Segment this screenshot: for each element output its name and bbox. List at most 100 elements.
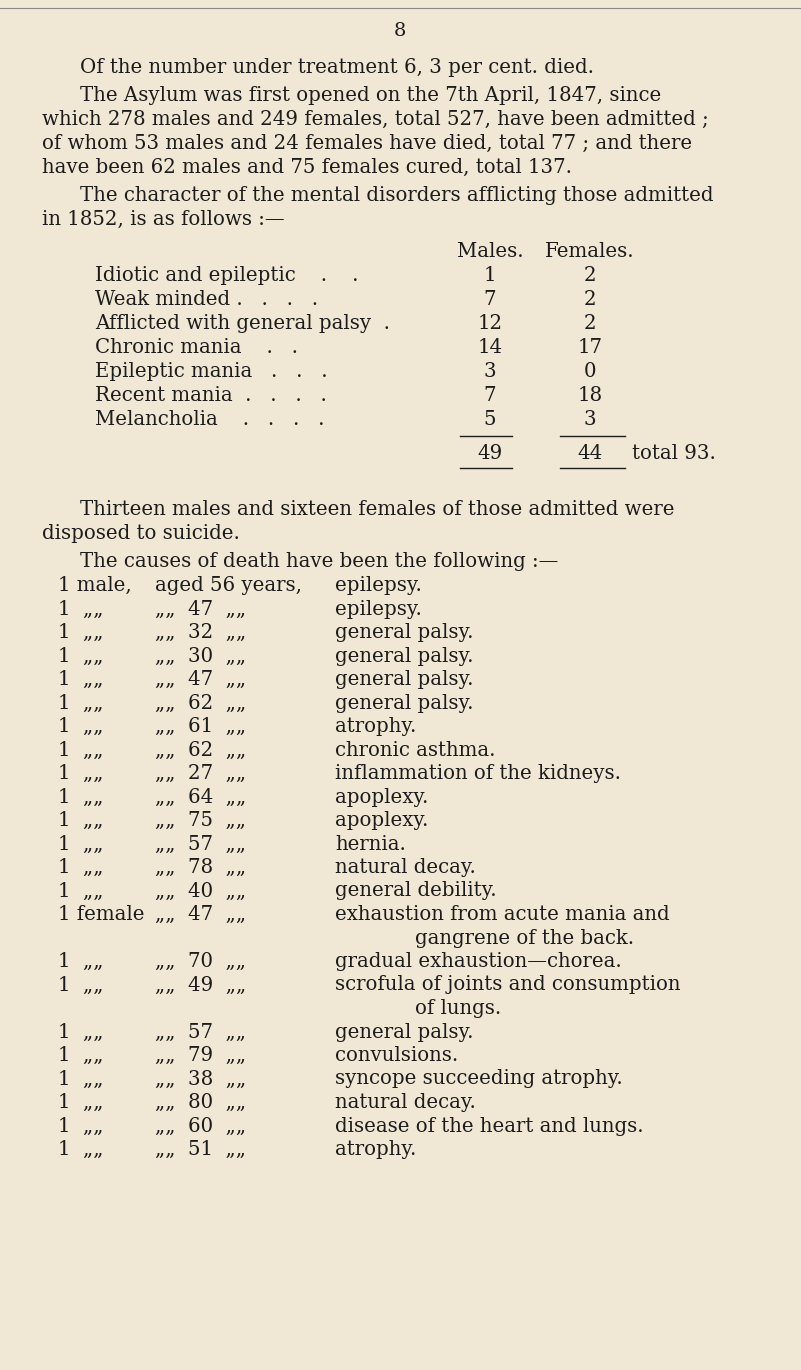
Text: epilepsy.: epilepsy. <box>335 600 422 618</box>
Text: Afflicted with general palsy  .: Afflicted with general palsy . <box>95 314 390 333</box>
Text: „„  79  „„: „„ 79 „„ <box>155 1047 246 1064</box>
Text: 1  „„: 1 „„ <box>58 764 103 784</box>
Text: 2: 2 <box>584 266 596 285</box>
Text: epilepsy.: epilepsy. <box>335 575 422 595</box>
Text: exhaustion from acute mania and: exhaustion from acute mania and <box>335 906 670 923</box>
Text: „„  78  „„: „„ 78 „„ <box>155 858 246 877</box>
Text: atrophy.: atrophy. <box>335 717 417 736</box>
Text: chronic asthma.: chronic asthma. <box>335 741 496 759</box>
Text: 0: 0 <box>584 362 596 381</box>
Text: Of the number under treatment 6, 3 per cent. died.: Of the number under treatment 6, 3 per c… <box>80 58 594 77</box>
Text: 1  „„: 1 „„ <box>58 741 103 759</box>
Text: „„  32  „„: „„ 32 „„ <box>155 623 246 643</box>
Text: gangrene of the back.: gangrene of the back. <box>415 929 634 948</box>
Text: „„  64  „„: „„ 64 „„ <box>155 788 246 807</box>
Text: „„  62  „„: „„ 62 „„ <box>155 741 246 759</box>
Text: „„  80  „„: „„ 80 „„ <box>155 1093 246 1112</box>
Text: 1  „„: 1 „„ <box>58 1140 103 1159</box>
Text: 8: 8 <box>394 22 406 40</box>
Text: have been 62 males and 75 females cured, total 137.: have been 62 males and 75 females cured,… <box>42 158 572 177</box>
Text: „„  70  „„: „„ 70 „„ <box>155 952 246 971</box>
Text: „„  47  „„: „„ 47 „„ <box>155 670 246 689</box>
Text: Thirteen males and sixteen females of those admitted were: Thirteen males and sixteen females of th… <box>80 500 674 519</box>
Text: „„  57  „„: „„ 57 „„ <box>155 1022 246 1041</box>
Text: general debility.: general debility. <box>335 881 497 900</box>
Text: 49: 49 <box>477 444 502 463</box>
Text: 7: 7 <box>484 386 497 406</box>
Text: 1 male,: 1 male, <box>58 575 131 595</box>
Text: 1  „„: 1 „„ <box>58 670 103 689</box>
Text: 1  „„: 1 „„ <box>58 647 103 666</box>
Text: gradual exhaustion—chorea.: gradual exhaustion—chorea. <box>335 952 622 971</box>
Text: Melancholia    .   .   .   .: Melancholia . . . . <box>95 410 324 429</box>
Text: aged 56 years,: aged 56 years, <box>155 575 302 595</box>
Text: 1 female: 1 female <box>58 906 144 923</box>
Text: 18: 18 <box>578 386 602 406</box>
Text: 7: 7 <box>484 290 497 310</box>
Text: The Asylum was first opened on the 7th April, 1847, since: The Asylum was first opened on the 7th A… <box>80 86 662 105</box>
Text: 3: 3 <box>484 362 497 381</box>
Text: 17: 17 <box>578 338 602 358</box>
Text: 1  „„: 1 „„ <box>58 975 103 995</box>
Text: The character of the mental disorders afflicting those admitted: The character of the mental disorders af… <box>80 186 714 206</box>
Text: Recent mania  .   .   .   .: Recent mania . . . . <box>95 386 327 406</box>
Text: of lungs.: of lungs. <box>415 999 501 1018</box>
Text: 2: 2 <box>584 290 596 310</box>
Text: general palsy.: general palsy. <box>335 647 473 666</box>
Text: 1  „„: 1 „„ <box>58 834 103 854</box>
Text: hernia.: hernia. <box>335 834 406 854</box>
Text: 1  „„: 1 „„ <box>58 717 103 736</box>
Text: „„  57  „„: „„ 57 „„ <box>155 834 246 854</box>
Text: „„  61  „„: „„ 61 „„ <box>155 717 246 736</box>
Text: 1  „„: 1 „„ <box>58 1117 103 1136</box>
Text: 14: 14 <box>477 338 502 358</box>
Text: 44: 44 <box>578 444 602 463</box>
Text: 1  „„: 1 „„ <box>58 1022 103 1041</box>
Text: general palsy.: general palsy. <box>335 693 473 712</box>
Text: 1  „„: 1 „„ <box>58 788 103 807</box>
Text: disease of the heart and lungs.: disease of the heart and lungs. <box>335 1117 644 1136</box>
Text: disposed to suicide.: disposed to suicide. <box>42 523 239 543</box>
Text: of whom 53 males and 24 females have died, total 77 ; and there: of whom 53 males and 24 females have die… <box>42 134 692 153</box>
Text: atrophy.: atrophy. <box>335 1140 417 1159</box>
Text: 3: 3 <box>584 410 596 429</box>
Text: 1  „„: 1 „„ <box>58 623 103 643</box>
Text: total 93.: total 93. <box>632 444 716 463</box>
Text: The causes of death have been the following :—: The causes of death have been the follow… <box>80 552 558 571</box>
Text: general palsy.: general palsy. <box>335 1022 473 1041</box>
Text: general palsy.: general palsy. <box>335 623 473 643</box>
Text: scrofula of joints and consumption: scrofula of joints and consumption <box>335 975 681 995</box>
Text: „„  51  „„: „„ 51 „„ <box>155 1140 246 1159</box>
Text: 1  „„: 1 „„ <box>58 1047 103 1064</box>
Text: 1  „„: 1 „„ <box>58 952 103 971</box>
Text: 5: 5 <box>484 410 497 429</box>
Text: Idiotic and epileptic    .    .: Idiotic and epileptic . . <box>95 266 359 285</box>
Text: in 1852, is as follows :—: in 1852, is as follows :— <box>42 210 284 229</box>
Text: natural decay.: natural decay. <box>335 1093 476 1112</box>
Text: syncope succeeding atrophy.: syncope succeeding atrophy. <box>335 1070 622 1089</box>
Text: apoplexy.: apoplexy. <box>335 811 429 830</box>
Text: Males.: Males. <box>457 242 523 262</box>
Text: Epileptic mania   .   .   .: Epileptic mania . . . <box>95 362 328 381</box>
Text: „„  47  „„: „„ 47 „„ <box>155 906 246 923</box>
Text: 1  „„: 1 „„ <box>58 1093 103 1112</box>
Text: 2: 2 <box>584 314 596 333</box>
Text: 1  „„: 1 „„ <box>58 811 103 830</box>
Text: inflammation of the kidneys.: inflammation of the kidneys. <box>335 764 621 784</box>
Text: „„  49  „„: „„ 49 „„ <box>155 975 246 995</box>
Text: apoplexy.: apoplexy. <box>335 788 429 807</box>
Text: 12: 12 <box>477 314 502 333</box>
Text: 1  „„: 1 „„ <box>58 600 103 618</box>
Text: „„  27  „„: „„ 27 „„ <box>155 764 246 784</box>
Text: 1  „„: 1 „„ <box>58 881 103 900</box>
Text: „„  40  „„: „„ 40 „„ <box>155 881 246 900</box>
Text: „„  60  „„: „„ 60 „„ <box>155 1117 246 1136</box>
Text: „„  47  „„: „„ 47 „„ <box>155 600 246 618</box>
Text: 1  „„: 1 „„ <box>58 858 103 877</box>
Text: general palsy.: general palsy. <box>335 670 473 689</box>
Text: Chronic mania    .   .: Chronic mania . . <box>95 338 298 358</box>
Text: 1: 1 <box>484 266 497 285</box>
Text: 1  „„: 1 „„ <box>58 1070 103 1089</box>
Text: natural decay.: natural decay. <box>335 858 476 877</box>
Text: Weak minded .   .   .   .: Weak minded . . . . <box>95 290 318 310</box>
